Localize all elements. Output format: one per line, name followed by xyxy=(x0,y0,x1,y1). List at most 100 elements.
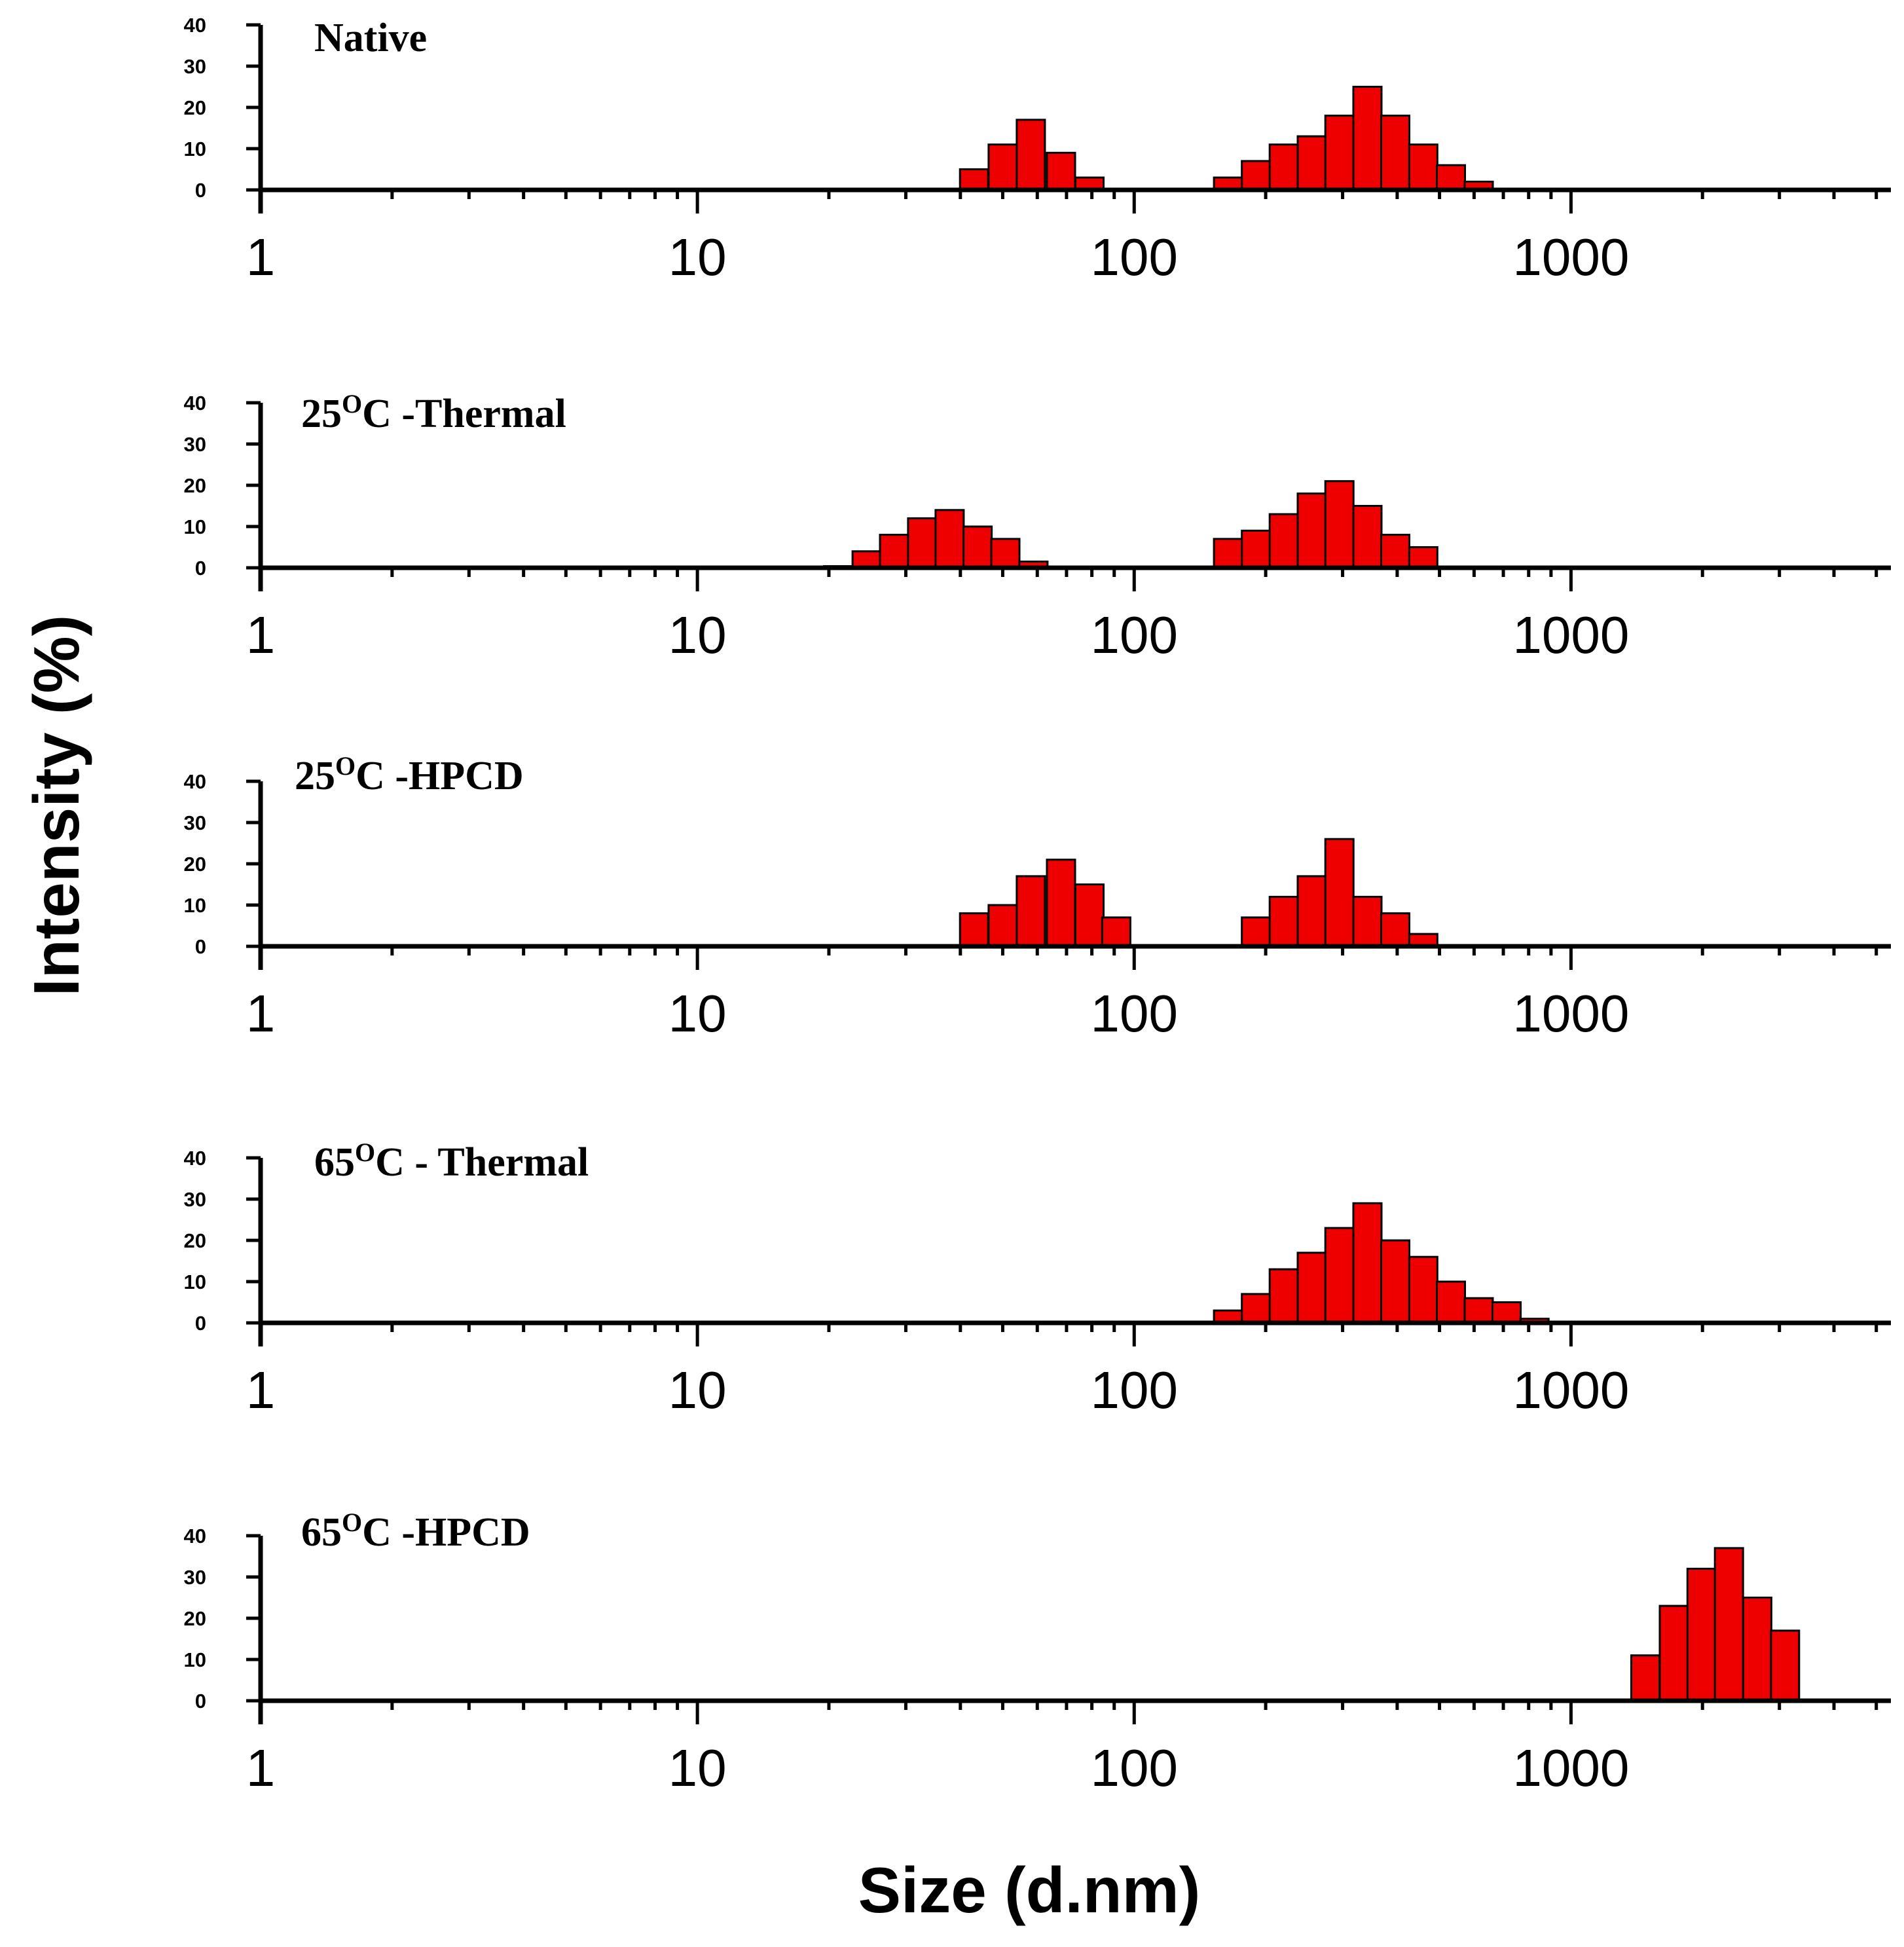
bar xyxy=(1296,492,1327,569)
panel-title-degree: O xyxy=(342,1508,362,1537)
y-tick-label: 0 xyxy=(195,557,206,580)
bar xyxy=(1630,1654,1660,1702)
bar xyxy=(1352,895,1383,948)
bars xyxy=(1630,1547,1801,1702)
x-axis-title: Size (d.nm) xyxy=(858,1854,1201,1926)
y-tick-label: 30 xyxy=(184,55,206,78)
x-tick-label: 100 xyxy=(1091,984,1178,1043)
y-axis-title: Intensity (%) xyxy=(20,615,92,997)
panel-5: 0 10 20 30 40 1 10 100 1000 65OC -HPCD xyxy=(184,1508,1891,1797)
panel-4: 0 10 20 30 40 1 10 100 1000 65OC - Thermal xyxy=(184,1138,1891,1419)
bar xyxy=(1241,160,1272,191)
bar xyxy=(1046,859,1076,948)
y-tick-label: 10 xyxy=(184,1270,206,1293)
bar xyxy=(1408,143,1438,191)
x-tick-label: 1 xyxy=(246,1361,276,1419)
bar xyxy=(1324,115,1355,191)
y-tick-label: 20 xyxy=(184,474,206,497)
panel-title-degree: O xyxy=(335,751,356,781)
x-tick-label: 1000 xyxy=(1512,228,1629,286)
y-tick-label: 10 xyxy=(184,894,206,917)
bar xyxy=(1658,1604,1689,1702)
bar xyxy=(1016,119,1046,191)
x-tick-label: 100 xyxy=(1091,1361,1178,1419)
y-tick-label: 20 xyxy=(184,96,206,119)
bar xyxy=(1380,115,1410,191)
y-tick-label: 10 xyxy=(184,1648,206,1671)
bar xyxy=(1296,135,1327,191)
bar xyxy=(1016,875,1046,948)
panel-title-degree: O xyxy=(355,1138,375,1167)
panel-1: 0 10 20 30 40 1 10 100 1000 Native xyxy=(184,14,1891,286)
bar xyxy=(1268,513,1299,569)
bar xyxy=(1324,480,1355,569)
panel-title-text: C -Thermal xyxy=(362,392,566,436)
bar xyxy=(1436,1280,1466,1324)
panel-title-number: 65 xyxy=(301,1510,342,1555)
bar xyxy=(1352,86,1383,191)
y-tick-label: 0 xyxy=(195,1312,206,1335)
bar xyxy=(1213,538,1243,569)
y-tick-label: 10 xyxy=(184,138,206,160)
bar xyxy=(987,904,1018,948)
x-tick-label: 1000 xyxy=(1512,1739,1629,1797)
x-tick-label: 1 xyxy=(246,984,276,1043)
y-tick-label: 40 xyxy=(184,14,206,37)
y-tick-label: 30 xyxy=(184,811,206,834)
y-tick-label: 0 xyxy=(195,935,206,958)
y-tick-label: 40 xyxy=(184,770,206,793)
y-tick-label: 10 xyxy=(184,515,206,538)
bars xyxy=(796,480,1438,569)
bar xyxy=(851,550,882,569)
bar xyxy=(1742,1597,1772,1702)
panel-title-number: 65 xyxy=(314,1140,355,1185)
panel-title-text: C -HPCD xyxy=(362,1510,530,1555)
y-tick-label: 20 xyxy=(184,1607,206,1630)
bar xyxy=(1241,916,1272,948)
y-tick-label: 40 xyxy=(184,1525,206,1548)
bar xyxy=(990,538,1021,569)
panel-title-text: C - Thermal xyxy=(375,1140,589,1185)
bar xyxy=(1436,164,1466,191)
bar xyxy=(1352,505,1383,569)
bars xyxy=(959,86,1494,191)
panel-title: 65OC - Thermal xyxy=(314,1138,589,1185)
y-tick-label: 20 xyxy=(184,1229,206,1252)
panel-title: 65OC -HPCD xyxy=(301,1508,530,1555)
y-tick-label: 30 xyxy=(184,1188,206,1211)
bar xyxy=(1713,1547,1744,1702)
panel-title-number: 25 xyxy=(301,392,342,436)
bar xyxy=(962,525,993,569)
bar xyxy=(1296,1252,1327,1324)
bar xyxy=(1268,895,1299,948)
y-tick-label: 40 xyxy=(184,392,206,415)
bar xyxy=(1380,912,1410,948)
bar xyxy=(1686,1567,1717,1702)
bars xyxy=(959,838,1438,948)
y-tick-label: 0 xyxy=(195,1690,206,1713)
panel-title-degree: O xyxy=(342,389,362,418)
bar xyxy=(879,534,909,569)
y-tick-label: 20 xyxy=(184,853,206,876)
panel-3: 0 10 20 30 40 1 10 100 1000 25OC -HPCD xyxy=(184,751,1891,1043)
bar xyxy=(1241,529,1272,569)
x-tick-label: 10 xyxy=(668,228,727,286)
x-tick-label: 100 xyxy=(1091,606,1178,664)
bar xyxy=(959,912,989,948)
bar xyxy=(1770,1629,1801,1702)
bar xyxy=(1241,1293,1272,1324)
bar xyxy=(1268,143,1299,191)
bar xyxy=(1296,875,1327,948)
bar xyxy=(959,168,989,191)
x-tick-label: 1000 xyxy=(1512,984,1629,1043)
x-tick-label: 1 xyxy=(246,606,276,664)
x-tick-label: 1000 xyxy=(1512,606,1629,664)
y-tick-label: 30 xyxy=(184,433,206,456)
panel-title: 25OC -Thermal xyxy=(301,389,566,436)
panel-title-text: C -HPCD xyxy=(356,754,524,798)
bar xyxy=(1380,534,1410,569)
bar xyxy=(907,517,938,569)
x-tick-label: 100 xyxy=(1091,1739,1178,1797)
